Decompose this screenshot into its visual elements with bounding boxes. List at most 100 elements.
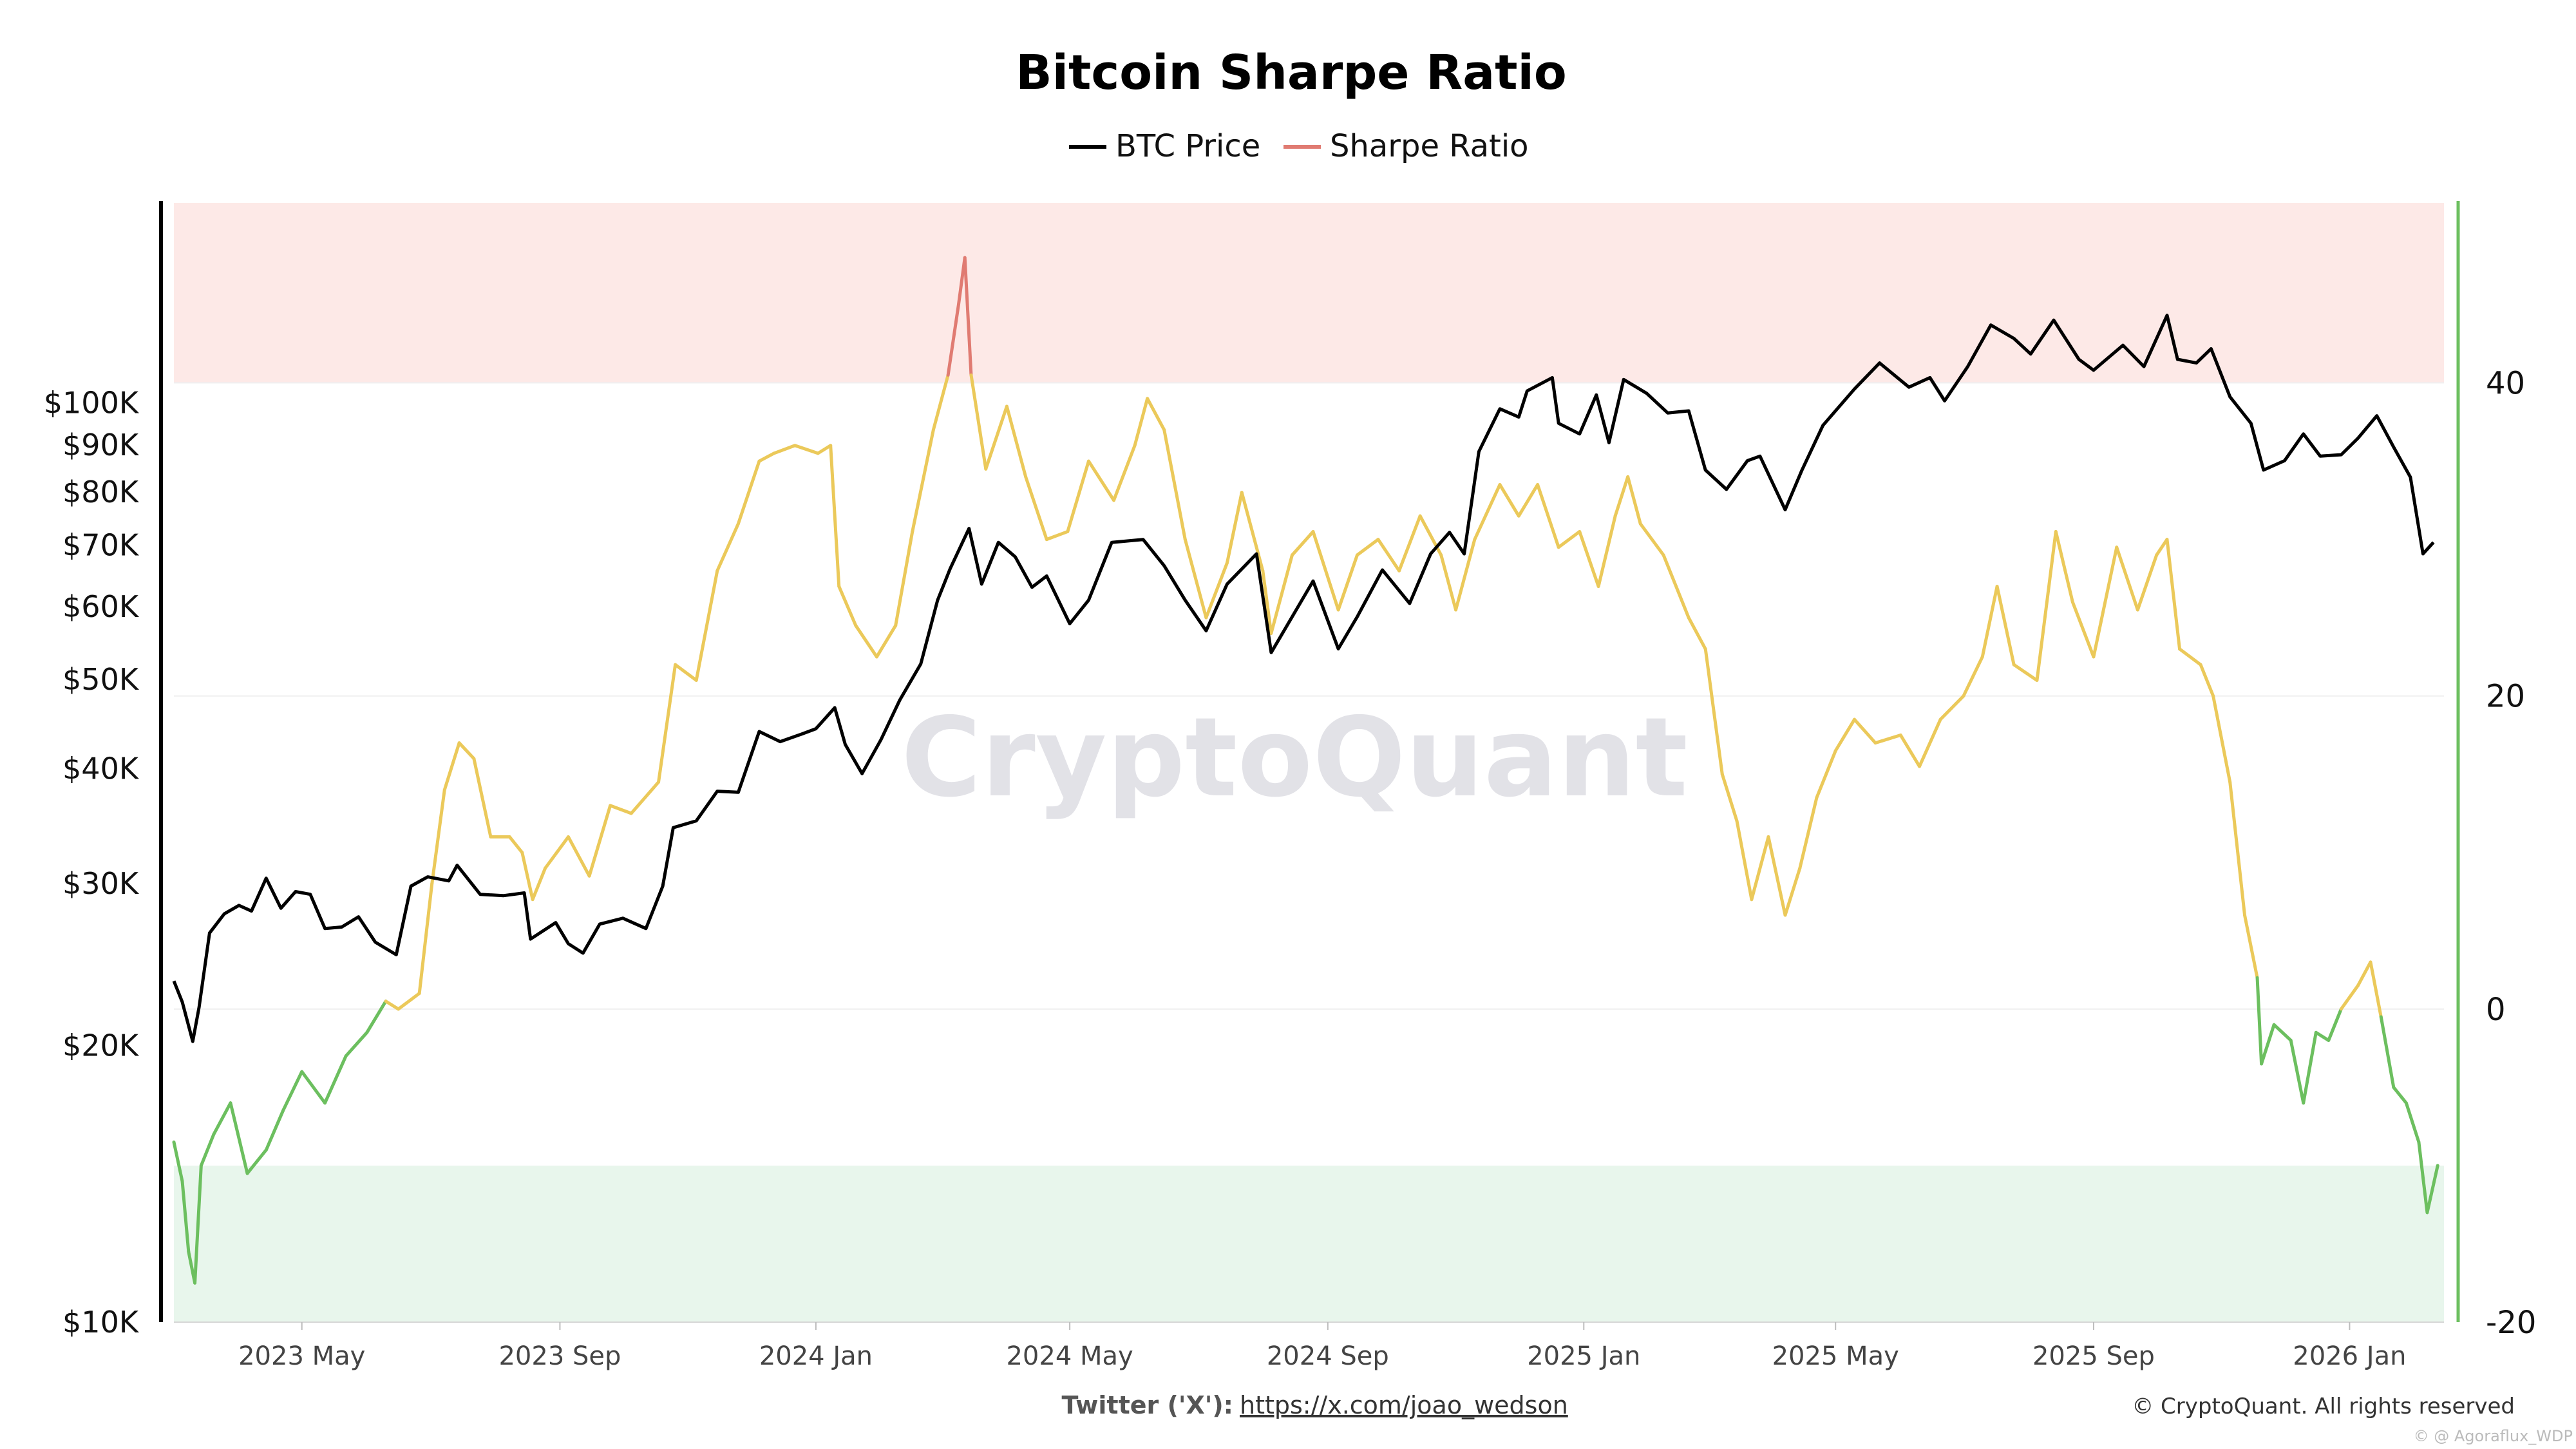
sharpe-ratio-segment xyxy=(2165,538,2182,651)
sharpe-ratio-segment xyxy=(2404,1101,2421,1144)
sharpe-ratio-segment xyxy=(417,882,434,996)
sharpe-ratio-segment xyxy=(1133,397,1150,448)
legend[interactable]: BTC Price Sharpe Ratio xyxy=(1069,128,1529,164)
sharpe-ratio-segment xyxy=(1703,647,1724,776)
sharpe-ratio-segment xyxy=(1899,733,1922,768)
sharpe-ratio-segment xyxy=(1613,475,1630,518)
sharpe-ratio-segment xyxy=(694,569,719,682)
x-tick-label: 2025 May xyxy=(1772,1341,1899,1371)
sharpe-ratio-segment xyxy=(300,1070,327,1105)
sharpe-ratio-segment xyxy=(2178,647,2202,667)
sharpe-ratio-segment xyxy=(1355,538,1380,557)
sharpe-ratio-segment xyxy=(2136,553,2159,612)
sharpe-ratio-segment xyxy=(2115,545,2139,612)
sharpe-ratio-segment xyxy=(609,804,633,815)
right-tick-label: 0 xyxy=(2486,992,2506,1028)
left-tick-label: $60K xyxy=(62,589,140,624)
sharpe-ratio-segment xyxy=(1311,529,1340,612)
footer-twitter-link[interactable]: https://x.com/joao_wedson xyxy=(1240,1391,1568,1419)
left-tick-label: $80K xyxy=(62,475,140,509)
sharpe-ratio-segment xyxy=(1397,514,1422,573)
sharpe-ratio-segment xyxy=(344,1030,369,1058)
sharpe-ratio-segment xyxy=(657,663,677,784)
watermark: CryptoQuant xyxy=(901,694,1688,822)
sharpe-ratio-segment xyxy=(946,303,960,377)
sharpe-ratio-segment xyxy=(1626,475,1642,526)
sharpe-ratio-segment xyxy=(963,256,973,377)
sharpe-ratio-segment xyxy=(1980,585,1999,659)
sharpe-ratio-segment xyxy=(1225,491,1244,565)
sharpe-ratio-segment xyxy=(1596,514,1617,589)
sharpe-ratio-segment xyxy=(1439,553,1458,612)
sharpe-ratio-segment xyxy=(1833,717,1857,753)
sharpe-ratio-segment xyxy=(1473,483,1502,542)
sharpe-ratio-segment xyxy=(2369,960,2383,1019)
left-tick-label: $100K xyxy=(44,385,140,420)
left-tick-label: $40K xyxy=(62,752,140,786)
sharpe-ratio-series xyxy=(172,256,2439,1285)
sharpe-ratio-segment xyxy=(1183,538,1208,620)
right-tick-label: 20 xyxy=(2486,679,2525,715)
sharpe-ratio-segment xyxy=(2417,1140,2429,1215)
right-tick-label: -20 xyxy=(2486,1305,2536,1341)
sharpe-ratio-segment xyxy=(172,1140,184,1183)
left-tick-label: $10K xyxy=(62,1305,140,1340)
sharpe-ratio-segment xyxy=(1336,553,1359,612)
sharpe-ratio-segment xyxy=(2314,1030,2331,1042)
sharpe-ratio-segment xyxy=(2035,529,2058,682)
sharpe-ratio-segment xyxy=(1783,866,1802,917)
sharpe-ratio-segment xyxy=(180,1179,191,1254)
sharpe-ratio-segment xyxy=(566,835,591,878)
legend-label-btc-price[interactable]: BTC Price xyxy=(1115,128,1260,164)
x-tick-label: 2025 Jan xyxy=(1527,1341,1640,1371)
sharpe-ratio-segment xyxy=(1720,772,1739,823)
sharpe-ratio-segment xyxy=(2155,538,2169,557)
sharpe-ratio-segment xyxy=(1269,553,1294,635)
sharpe-ratio-segment xyxy=(520,851,535,902)
sharpe-ratio-segment xyxy=(2228,780,2247,917)
sharpe-ratio-segment xyxy=(1261,569,1273,635)
sharpe-ratio-segment xyxy=(1662,553,1690,620)
sharpe-ratio-segment xyxy=(1798,796,1819,870)
legend-label-sharpe-ratio[interactable]: Sharpe Ratio xyxy=(1330,128,1529,164)
sharpe-ratio-segment xyxy=(1240,491,1265,573)
sharpe-ratio-segment xyxy=(2272,1023,2293,1042)
chart-title: Bitcoin Sharpe Ratio xyxy=(1016,45,1566,100)
sharpe-ratio-segment xyxy=(875,623,898,659)
x-tick-label: 2024 May xyxy=(1006,1341,1133,1371)
sharpe-ratio-segment xyxy=(1918,717,1942,768)
sharpe-ratio-segment xyxy=(1536,483,1560,549)
sharpe-ratio-segment xyxy=(457,741,476,761)
sharpe-ratio-segment xyxy=(674,663,698,682)
axes xyxy=(159,201,2460,1323)
sharpe-ratio-segment xyxy=(1112,444,1137,502)
footer-credit: © @ Agoraflux_WDP xyxy=(2414,1427,2573,1445)
x-tick-label: 2026 Jan xyxy=(2293,1341,2406,1371)
x-tick-label: 2023 Sep xyxy=(498,1341,621,1371)
left-tick-label: $70K xyxy=(62,528,140,563)
sharpe-ratio-segment xyxy=(793,444,820,455)
sharpe-ratio-segment xyxy=(2199,663,2215,698)
sharpe-ratio-segment xyxy=(736,459,761,526)
sharpe-ratio-segment xyxy=(472,757,493,838)
sharpe-ratio-segment xyxy=(772,444,797,455)
sharpe-ratio-segment xyxy=(2092,545,2119,659)
sharpe-ratio-segment xyxy=(365,999,388,1034)
sharpe-ratio-segment xyxy=(1498,483,1520,518)
sharpe-ratio-segment xyxy=(2054,529,2074,604)
right-axis-ticks: -20 0 20 40 xyxy=(2486,366,2536,1341)
sharpe-ratio-segment xyxy=(1853,717,1877,745)
btc-price-series xyxy=(172,314,2435,1043)
sharpe-ratio-segment xyxy=(1290,529,1315,557)
sharpe-ratio-segment xyxy=(442,741,461,792)
sharpe-ratio-segment xyxy=(1146,397,1166,431)
sharpe-ratio-segment xyxy=(1204,561,1229,620)
zone-band-1 xyxy=(174,1165,2444,1322)
sharpe-ratio-segment xyxy=(1086,459,1116,502)
sharpe-ratio-segment xyxy=(1938,694,1965,721)
footer-twitter-label: Twitter ('X'): xyxy=(1062,1391,1233,1419)
sharpe-ratio-segment xyxy=(757,451,776,463)
sharpe-ratio-segment xyxy=(829,444,841,589)
sharpe-ratio-segment xyxy=(1638,522,1665,557)
